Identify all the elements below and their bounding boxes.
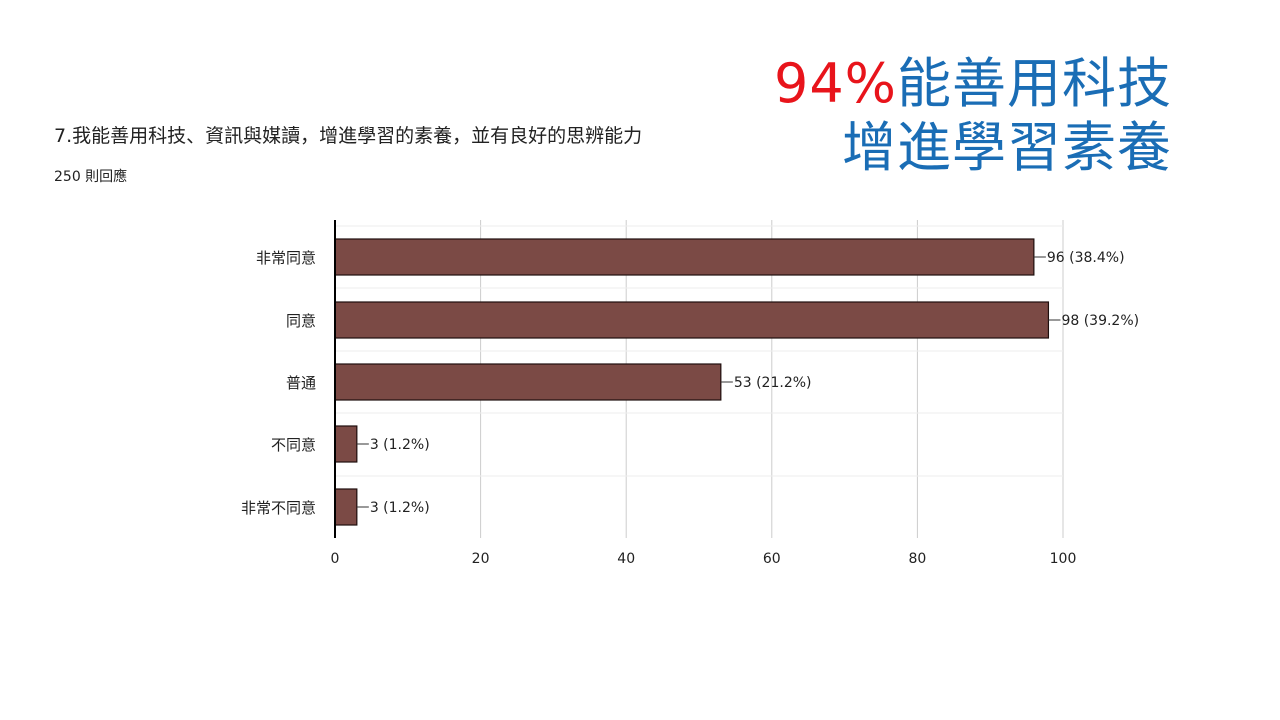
category-label-5: 非常不同意 bbox=[241, 499, 316, 517]
data-label-4: 3 (1.2%) bbox=[370, 437, 430, 453]
x-tick-label-0: 0 bbox=[331, 551, 340, 567]
data-label-3: 53 (21.2%) bbox=[734, 375, 812, 391]
bar-3 bbox=[334, 363, 722, 401]
bar-1 bbox=[334, 238, 1035, 276]
category-label-2: 同意 bbox=[286, 312, 316, 330]
x-tick-label-40: 40 bbox=[617, 551, 635, 567]
x-tick-label-60: 60 bbox=[763, 551, 781, 567]
response-count: 250 則回應 bbox=[54, 169, 128, 185]
category-label-3: 普通 bbox=[286, 374, 316, 392]
data-label-1: 96 (38.4%) bbox=[1047, 250, 1125, 266]
data-label-5: 3 (1.2%) bbox=[370, 500, 430, 516]
category-label-1: 非常同意 bbox=[256, 249, 316, 267]
headline: 94%能善用科技 增進學習素養 bbox=[774, 52, 1172, 180]
headline-line-1: 94%能善用科技 bbox=[774, 52, 1172, 116]
bar-5 bbox=[334, 488, 358, 526]
headline-line-1-text: 能善用科技 bbox=[897, 52, 1172, 115]
question-title: 7.我能善用科技、資訊與媒讀，增進學習的素養，並有良好的思辨能力 bbox=[54, 125, 643, 147]
x-tick-label-20: 20 bbox=[472, 551, 490, 567]
headline-line-2: 增進學習素養 bbox=[842, 116, 1172, 179]
bar-2 bbox=[334, 301, 1050, 339]
bar-4 bbox=[334, 425, 358, 463]
x-tick-label-100: 100 bbox=[1050, 551, 1077, 567]
x-tick-label-80: 80 bbox=[908, 551, 926, 567]
data-label-2: 98 (39.2%) bbox=[1061, 313, 1139, 329]
headline-percent: 94% bbox=[773, 52, 897, 115]
category-label-4: 不同意 bbox=[271, 436, 316, 454]
